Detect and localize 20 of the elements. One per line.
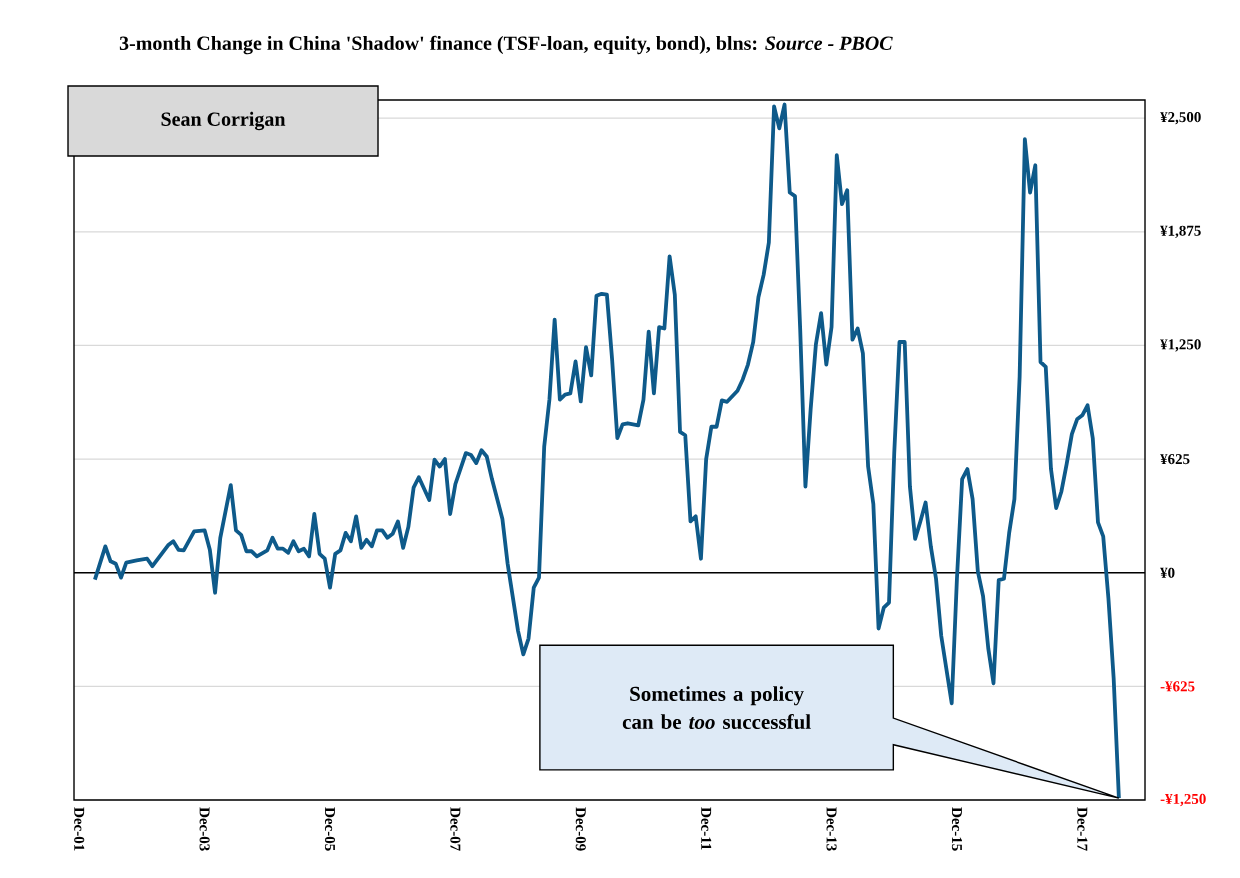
x-tick-label: Dec-03 (199, 807, 210, 851)
x-tick-label: Dec-11 (701, 807, 712, 850)
x-tick-label: Dec-05 (324, 807, 336, 851)
y-tick-label: -¥625 (1160, 681, 1195, 692)
annotation: Sometimes a policy can be too successful (622, 686, 811, 730)
y-tick-label: ¥625 (1160, 454, 1190, 465)
x-tick-label: Dec-09 (575, 807, 586, 851)
chart-title: 3-month Change in China 'Shadow' finance (TSF-loan, equity, bond), blns: Source - PBOC (119, 35, 893, 55)
x-tick-label: Dec-01 (74, 807, 85, 851)
y-tick-label: ¥1,250 (1160, 339, 1201, 352)
x-tick-label: Dec-13 (826, 807, 837, 851)
x-tick-label: Dec-15 (951, 807, 962, 851)
y-tick-label: ¥1,875 (1160, 225, 1201, 238)
y-tick-label: ¥0 (1160, 567, 1175, 578)
y-tick-label: -¥1,250 (1160, 793, 1206, 807)
annotation: Sean Corrigan (161, 111, 286, 131)
line-series (93, 102, 1121, 801)
x-tick-label: Dec-17 (1077, 807, 1088, 851)
x-tick-label: Dec-07 (450, 807, 461, 851)
y-tick-label: ¥2,500 (1160, 112, 1201, 125)
